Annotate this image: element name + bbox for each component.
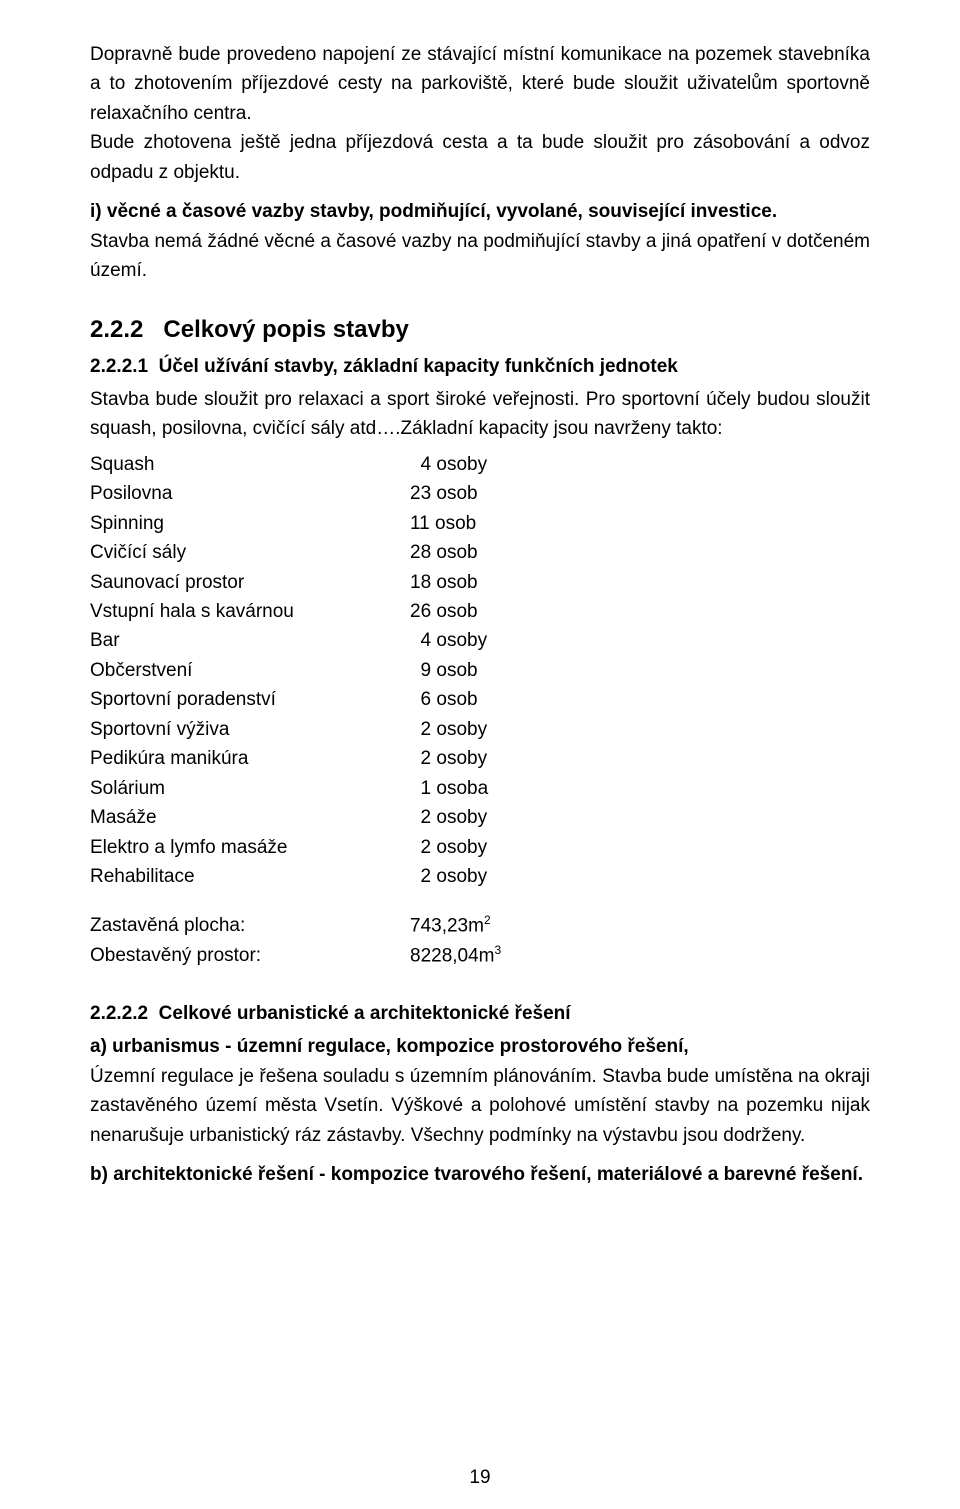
capacity-row: Posilovna23 osob — [90, 479, 870, 508]
heading-number: 2.2.2.1 — [90, 356, 148, 377]
capacity-label: Rehabilitace — [90, 862, 410, 891]
capacity-value: 28 osob — [410, 538, 870, 567]
area-value: 8228,04m3 — [410, 941, 870, 971]
paragraph-bold: i) věcné a časové vazby stavby, podmiňuj… — [90, 197, 870, 226]
capacity-label: Masáže — [90, 803, 410, 832]
capacity-label: Občerstvení — [90, 656, 410, 685]
paragraph: Stavba bude sloužit pro relaxaci a sport… — [90, 385, 870, 444]
capacity-value: 26 osob — [410, 597, 870, 626]
capacity-value: 2 osoby — [410, 744, 870, 773]
capacity-value: 6 osob — [410, 685, 870, 714]
capacity-value: 18 osob — [410, 568, 870, 597]
capacity-row: Rehabilitace 2 osoby — [90, 862, 870, 891]
capacity-label: Bar — [90, 626, 410, 655]
heading-3: 2.2.2.1 Účel užívání stavby, základní ka… — [90, 352, 870, 381]
area-table: Zastavěná plocha: 743,23m2 Obestavěný pr… — [90, 911, 870, 971]
document-page: Dopravně bude provedeno napojení ze stáv… — [0, 0, 960, 1509]
capacity-table: Squash 4 osobyPosilovna23 osobSpinning11… — [90, 450, 870, 892]
area-row: Zastavěná plocha: 743,23m2 — [90, 911, 870, 941]
paragraph: Bude zhotovena ještě jedna příjezdová ce… — [90, 128, 870, 187]
subheading-b: b) architektonické řešení - kompozice tv… — [90, 1160, 870, 1189]
capacity-row: Bar 4 osoby — [90, 626, 870, 655]
capacity-row: Elektro a lymfo masáže 2 osoby — [90, 833, 870, 862]
capacity-label: Pedikúra manikúra — [90, 744, 410, 773]
heading-number: 2.2.2.2 — [90, 1003, 148, 1024]
capacity-row: Masáže 2 osoby — [90, 803, 870, 832]
heading-number: 2.2.2 — [90, 316, 143, 343]
capacity-row: Sportovní poradenství 6 osob — [90, 685, 870, 714]
capacity-label: Sportovní výživa — [90, 715, 410, 744]
capacity-label: Vstupní hala s kavárnou — [90, 597, 410, 626]
capacity-value: 11 osob — [410, 509, 870, 538]
capacity-row: Občerstvení 9 osob — [90, 656, 870, 685]
capacity-value: 23 osob — [410, 479, 870, 508]
heading-text: Účel užívání stavby, základní kapacity f… — [159, 356, 678, 377]
capacity-value: 2 osoby — [410, 833, 870, 862]
capacity-row: Squash 4 osoby — [90, 450, 870, 479]
capacity-value: 2 osoby — [410, 862, 870, 891]
capacity-row: Vstupní hala s kavárnou26 osob — [90, 597, 870, 626]
capacity-row: Sportovní výživa 2 osoby — [90, 715, 870, 744]
area-label: Zastavěná plocha: — [90, 911, 410, 941]
heading-text: Celkový popis stavby — [163, 316, 408, 343]
paragraph: Dopravně bude provedeno napojení ze stáv… — [90, 40, 870, 128]
subheading-a: a) urbanismus - územní regulace, kompozi… — [90, 1032, 870, 1061]
capacity-value: 1 osoba — [410, 774, 870, 803]
area-value: 743,23m2 — [410, 911, 870, 941]
capacity-row: Spinning11 osob — [90, 509, 870, 538]
area-label: Obestavěný prostor: — [90, 941, 410, 971]
capacity-row: Solárium 1 osoba — [90, 774, 870, 803]
capacity-value: 2 osoby — [410, 803, 870, 832]
capacity-row: Saunovací prostor18 osob — [90, 568, 870, 597]
capacity-label: Solárium — [90, 774, 410, 803]
capacity-row: Pedikúra manikúra 2 osoby — [90, 744, 870, 773]
area-row: Obestavěný prostor: 8228,04m3 — [90, 941, 870, 971]
capacity-value: 4 osoby — [410, 450, 870, 479]
capacity-label: Squash — [90, 450, 410, 479]
heading-text: Celkové urbanistické a architektonické ř… — [159, 1003, 571, 1024]
capacity-row: Cvičící sály28 osob — [90, 538, 870, 567]
capacity-value: 2 osoby — [410, 715, 870, 744]
capacity-label: Saunovací prostor — [90, 568, 410, 597]
capacity-value: 9 osob — [410, 656, 870, 685]
capacity-value: 4 osoby — [410, 626, 870, 655]
capacity-label: Elektro a lymfo masáže — [90, 833, 410, 862]
heading-2: 2.2.2 Celkový popis stavby — [90, 316, 870, 344]
heading-3: 2.2.2.2 Celkové urbanistické a architekt… — [90, 999, 870, 1028]
paragraph: Územní regulace je řešena souladu s územ… — [90, 1062, 870, 1150]
capacity-label: Spinning — [90, 509, 410, 538]
capacity-label: Cvičící sály — [90, 538, 410, 567]
capacity-label: Posilovna — [90, 479, 410, 508]
bold-text: i) věcné a časové vazby stavby, podmiňuj… — [90, 201, 777, 222]
capacity-label: Sportovní poradenství — [90, 685, 410, 714]
page-number: 19 — [0, 1467, 960, 1489]
paragraph: Stavba nemá žádné věcné a časové vazby n… — [90, 227, 870, 286]
